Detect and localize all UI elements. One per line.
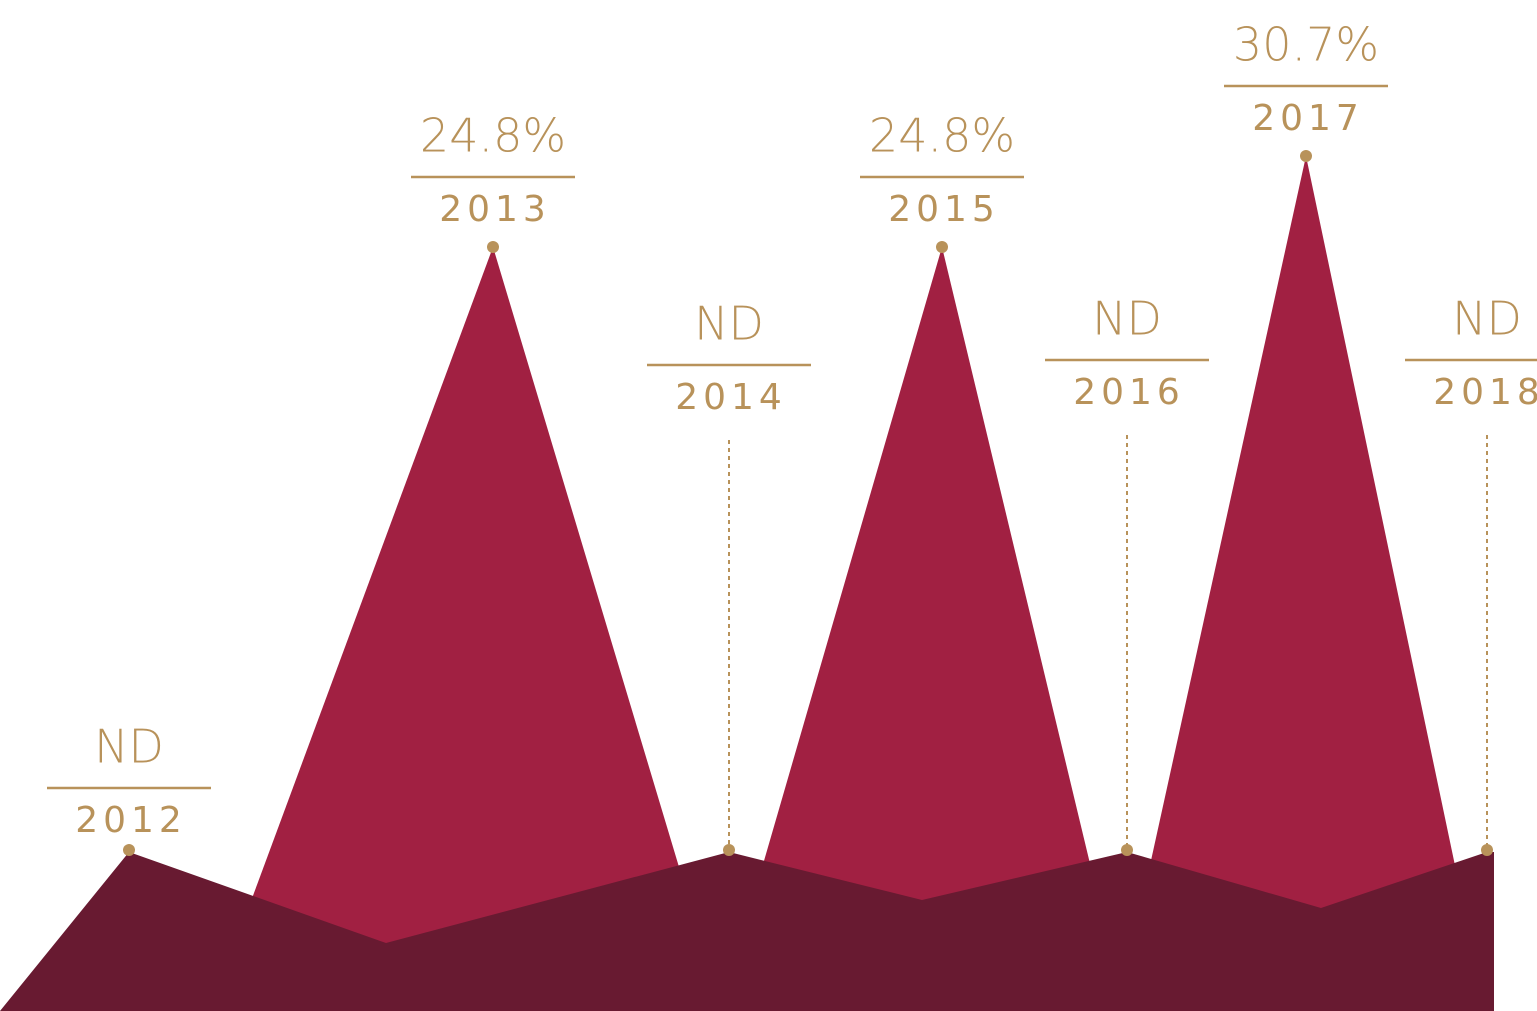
point	[936, 241, 948, 253]
peak	[214, 247, 719, 1000]
peak	[1120, 156, 1484, 1000]
value-label: ND	[94, 720, 164, 774]
value-label: 30.7%	[1233, 18, 1379, 72]
value-label: ND	[1452, 292, 1522, 346]
value-label: 24.8%	[420, 109, 566, 163]
year-label: 2014	[675, 377, 787, 418]
value-label: ND	[1092, 292, 1162, 346]
year-label: 2016	[1073, 372, 1185, 413]
point	[1481, 844, 1493, 856]
year-label: 2018	[1433, 372, 1537, 413]
year-label: 2013	[439, 189, 551, 230]
year-label: 2012	[75, 800, 187, 841]
point	[723, 844, 735, 856]
point	[1300, 150, 1312, 162]
peak	[723, 247, 1123, 1000]
value-label: 24.8%	[869, 109, 1015, 163]
year-label: 2015	[888, 189, 1000, 230]
base-area	[0, 852, 1494, 1011]
value-label: ND	[694, 297, 764, 351]
year-label: 2017	[1252, 98, 1364, 139]
point	[123, 844, 135, 856]
point	[487, 241, 499, 253]
point	[1121, 844, 1133, 856]
